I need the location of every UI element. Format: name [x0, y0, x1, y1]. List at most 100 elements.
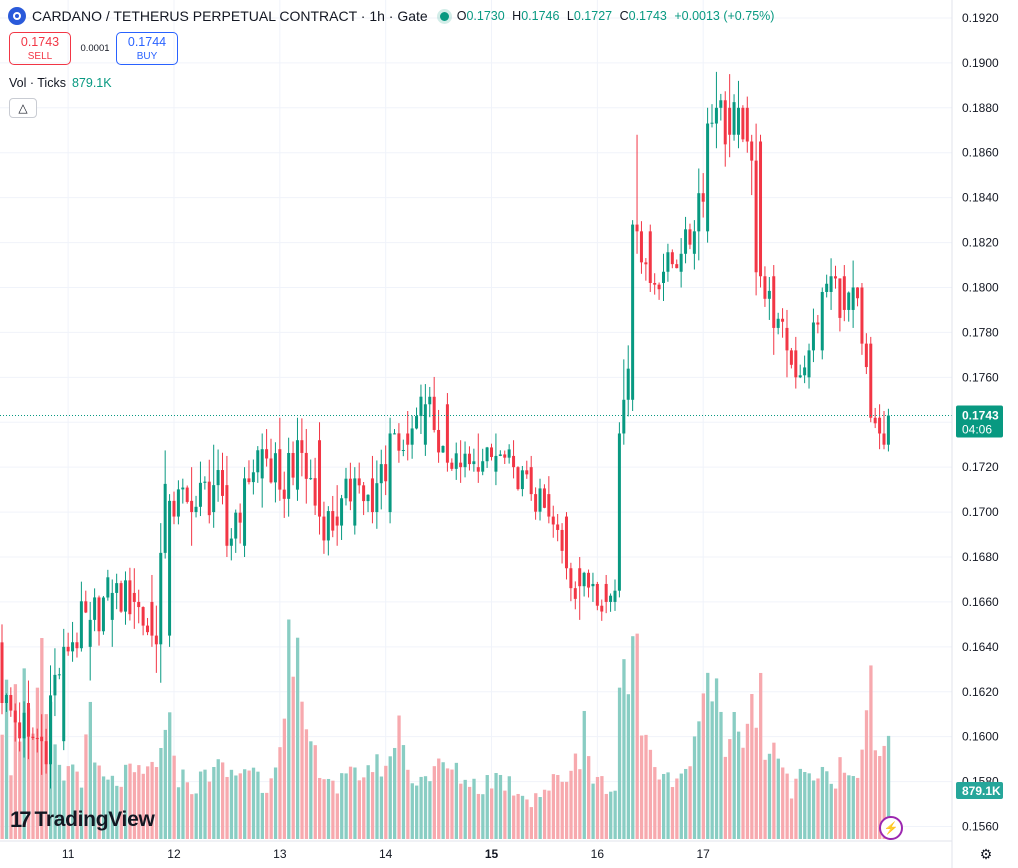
volume-bar	[503, 790, 507, 839]
volume-bar	[459, 783, 463, 839]
volume-bar	[423, 776, 428, 839]
price-tick-label: 0.1820	[962, 236, 999, 250]
candle	[326, 506, 330, 556]
lightning-icon[interactable]: ⚡	[879, 816, 903, 840]
candle	[573, 581, 577, 610]
candle	[851, 260, 855, 328]
candle	[313, 457, 317, 515]
volume-bar	[273, 767, 278, 839]
chart-grid	[0, 0, 952, 840]
candle	[512, 440, 516, 479]
volume-bar	[379, 776, 384, 839]
volume-bar	[168, 712, 172, 839]
candle	[785, 309, 789, 378]
price-tick-label: 0.1860	[962, 146, 999, 160]
volume-bar	[520, 795, 525, 839]
volume-bar	[75, 771, 79, 839]
volume-bar	[829, 783, 833, 839]
time-tick-label: 15	[485, 847, 499, 861]
candle	[662, 253, 665, 301]
candle	[560, 523, 564, 564]
candle	[441, 445, 445, 454]
candle	[670, 249, 674, 269]
candle	[401, 439, 405, 457]
candle	[507, 444, 511, 464]
chevron-up-icon: △	[18, 101, 28, 115]
candle	[710, 104, 714, 128]
candle	[578, 557, 582, 620]
candle	[176, 480, 180, 525]
volume-bar	[825, 771, 829, 839]
volume-bar	[595, 776, 600, 839]
candle	[653, 273, 657, 295]
candle	[688, 223, 692, 250]
volume-legend[interactable]: Vol · Ticks 879.1K	[9, 76, 112, 90]
volume-bar	[278, 747, 282, 839]
volume-bar	[93, 762, 97, 839]
volume-bar	[666, 772, 670, 839]
volume-bar	[741, 747, 745, 839]
volume-bar	[123, 764, 128, 839]
candle	[35, 728, 39, 753]
volume-bar	[203, 769, 207, 839]
candle	[150, 574, 154, 647]
candle	[591, 572, 595, 602]
buy-button[interactable]: 0.1744 BUY	[116, 32, 178, 65]
volume-bar	[31, 733, 35, 839]
volume-bar	[785, 773, 789, 839]
volume-bar	[110, 775, 115, 839]
candle	[776, 312, 780, 335]
volume-bar	[287, 619, 291, 839]
volume-bar	[101, 776, 106, 839]
volume-bar	[0, 734, 4, 839]
volume-bars	[0, 619, 891, 839]
candle	[525, 460, 529, 479]
sell-button[interactable]: 0.1743 SELL	[9, 32, 71, 65]
volume-bar	[357, 780, 362, 839]
price-tick-label: 0.1720	[962, 460, 999, 474]
volume-bar	[529, 807, 533, 839]
tradingview-logo[interactable]: 17 TradingView	[10, 806, 155, 834]
price-tick-label: 0.1640	[962, 640, 999, 654]
volume-bar	[362, 777, 366, 839]
candle	[344, 467, 348, 506]
candle	[410, 415, 414, 459]
volume-bar	[146, 766, 150, 839]
gear-icon[interactable]: ⚙	[979, 845, 993, 862]
candle	[445, 393, 449, 472]
candle	[190, 467, 194, 546]
volume-bar	[256, 771, 260, 839]
volume-bar	[247, 770, 251, 839]
candle	[423, 384, 427, 456]
candle	[657, 282, 661, 300]
candle	[520, 465, 524, 497]
candle	[789, 347, 793, 369]
candle	[388, 417, 392, 524]
volume-bar	[370, 772, 375, 839]
candle	[833, 265, 837, 289]
symbol-title[interactable]: CARDANO / TETHERUS PERPETUAL CONTRACT · …	[32, 8, 428, 24]
last-volume-label: 879.1K	[962, 784, 1001, 798]
candle	[847, 291, 851, 322]
volume-bar	[291, 676, 295, 839]
candle	[18, 702, 22, 752]
volume-bar	[397, 715, 401, 839]
volume-bar	[767, 753, 772, 839]
volume-bar	[776, 758, 780, 839]
volume-bar	[587, 756, 591, 839]
candle	[807, 343, 811, 389]
candle	[829, 258, 833, 310]
volume-bar	[194, 793, 198, 839]
candle	[428, 386, 432, 418]
volume-bar	[485, 775, 489, 839]
candle	[617, 422, 621, 598]
volume-bar	[578, 769, 582, 839]
volume-bar	[150, 761, 154, 839]
time-tick-label: 11	[62, 847, 75, 861]
collapse-legend-button[interactable]: △	[9, 98, 37, 118]
candle	[366, 494, 370, 513]
volume-bar	[225, 776, 229, 839]
candle	[820, 287, 824, 360]
